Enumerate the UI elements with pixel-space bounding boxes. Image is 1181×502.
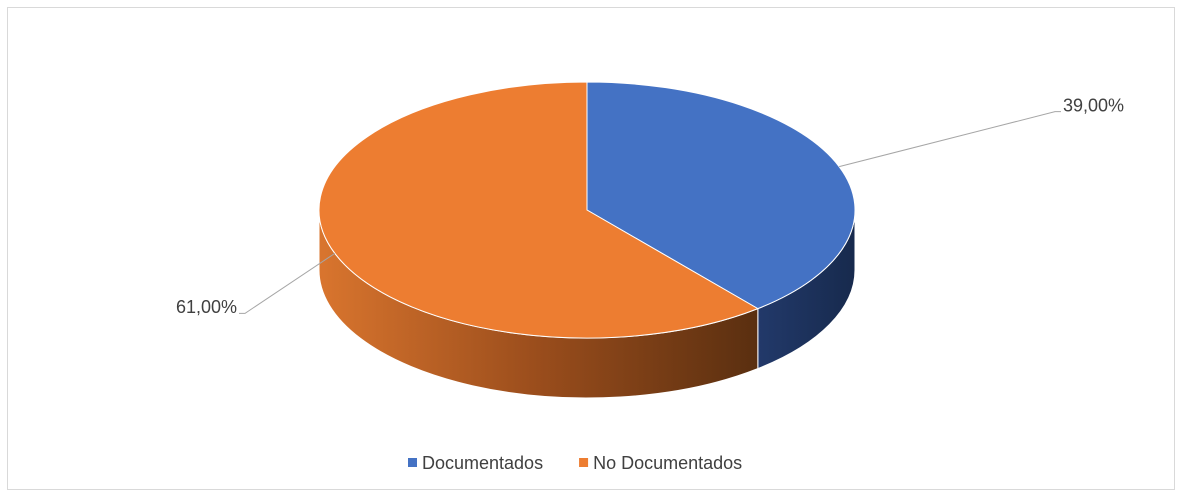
pie-slice [318,81,759,339]
legend-label: No Documentados [593,453,742,473]
leader-line [839,111,1061,168]
leader-line [239,252,336,314]
legend-label: Documentados [422,453,543,473]
legend-swatch [579,458,589,467]
legend-swatch [408,458,417,467]
data-label: 61,00% [176,297,237,317]
pie-slice [586,81,856,310]
data-label: 39,00% [1063,95,1124,115]
